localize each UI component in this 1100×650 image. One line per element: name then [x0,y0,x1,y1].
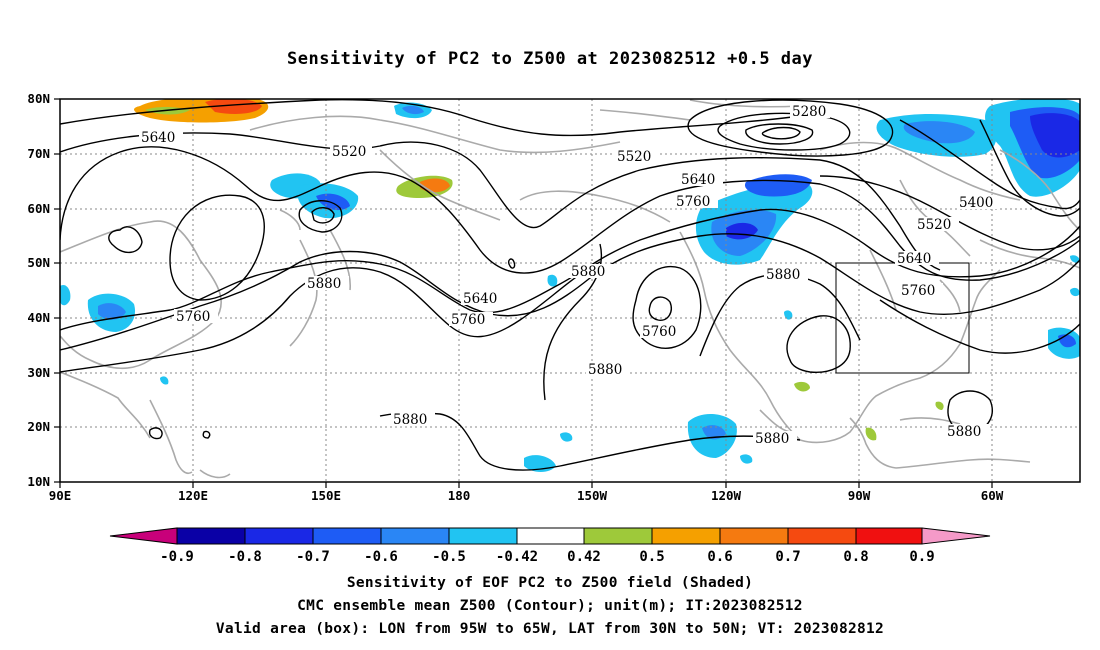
contour-label: 5880 [307,276,341,292]
z500-contours [60,99,1080,471]
contour-label: 5880 [571,264,605,280]
colorbar-high-extend [921,527,991,545]
contour-label: 5760 [176,309,210,325]
lon-label: 90W [848,488,871,503]
contour-label: 5880 [947,424,981,440]
colorbar [109,527,991,545]
lon-label: 150W [577,488,608,503]
colorbar-swatch [651,527,721,545]
lat-axis-labels: 80N 70N 60N 50N 40N 30N 20N 10N [27,91,50,489]
lat-label: 10N [27,474,50,489]
lat-label: 50N [27,255,50,270]
colorbar-swatch [176,527,246,545]
colorbar-swatch [312,527,382,545]
lon-label: 120E [178,488,208,503]
contour-label: 5520 [617,149,651,165]
colorbar-label: 0.9 [909,549,934,565]
lon-label: 180 [448,488,471,503]
contour-label: 5760 [901,283,935,299]
contour-label: 5760 [676,194,710,210]
contour-label: 5640 [463,291,497,307]
contour-label: 5520 [332,144,366,160]
lat-label: 20N [27,419,50,434]
lat-label: 70N [27,146,50,161]
lon-label: 150E [311,488,341,503]
colorbar-swatch [516,527,585,545]
contour-label: 5280 [792,104,826,120]
contour-label: 5760 [451,312,485,328]
colorbar-swatch [380,527,450,545]
contour-label: 5760 [642,324,676,340]
colorbar-label: -0.5 [432,549,466,565]
contour-label: 5640 [681,172,715,188]
contour-label: 5880 [393,412,427,428]
colorbar-swatch [719,527,789,545]
colorbar-label: 0.6 [707,549,732,565]
axis-ticks [54,98,993,488]
caption-line-2: CMC ensemble mean Z500 (Contour); unit(m… [297,598,803,614]
page-title: Sensitivity of PC2 to Z500 at 2023082512… [286,49,813,69]
colorbar-swatch [855,527,923,545]
lon-label: 120W [711,488,742,503]
colorbar-label: 0.42 [567,549,601,565]
colorbar-swatch [583,527,653,545]
contour-label: 5520 [917,217,951,233]
contour-label: 5400 [959,195,993,211]
map-frame [59,98,1081,483]
lat-label: 30N [27,365,50,380]
lat-label: 80N [27,91,50,106]
colorbar-label: 0.7 [775,549,800,565]
colorbar-label: -0.8 [228,549,262,565]
lat-label: 40N [27,310,50,325]
colorbar-swatch [787,527,857,545]
colorbar-label: 0.8 [843,549,868,565]
lat-label: 60N [27,201,50,216]
lon-axis-labels: 90E 120E 150E 180 150W 120W 90W 60W [49,488,1004,503]
contour-label: 5880 [755,431,789,447]
colorbar-label: -0.6 [364,549,398,565]
colorbar-label: -0.9 [160,549,194,565]
colorbar-label: 0.5 [639,549,664,565]
caption-line-3: Valid area (box): LON from 95W to 65W, L… [215,621,885,637]
caption-line-1: Sensitivity of EOF PC2 to Z500 field (Sh… [346,575,754,591]
lon-label: 60W [981,488,1004,503]
contour-label: 5640 [141,130,175,146]
contour-labels: 5280 5400 5520 5520 5520 5640 5640 5640 … [139,104,997,447]
colorbar-label: -0.7 [296,549,330,565]
colorbar-label: -0.42 [496,549,538,565]
contour-label: 5880 [766,267,800,283]
colorbar-labels: -0.9 -0.8 -0.7 -0.6 -0.5 -0.42 0.42 0.5 … [160,549,935,565]
colorbar-low-extend [109,527,178,545]
colorbar-swatch [244,527,314,545]
colorbar-swatch [448,527,518,545]
contour-label: 5640 [897,251,931,267]
contour-label: 5880 [588,362,622,378]
lon-label: 90E [49,488,72,503]
